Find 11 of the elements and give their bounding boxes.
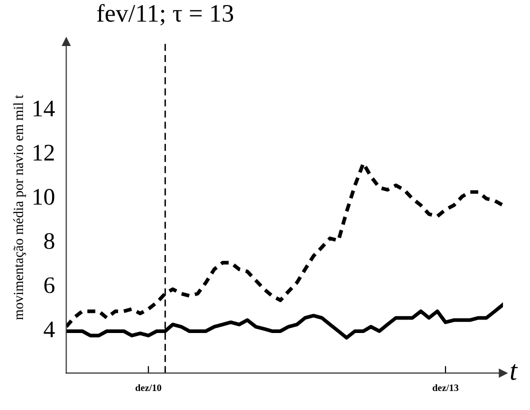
y-tick-label: 10: [34, 188, 54, 205]
ref-line-label: fev/11; τ = 13: [97, 4, 234, 26]
y-tick-label: 6: [44, 277, 54, 294]
y-tick-label: 8: [44, 233, 54, 250]
x-axis-title: t: [510, 364, 518, 380]
x-tick-label: dez/13: [432, 384, 458, 392]
x-tick-label: dez/10: [136, 384, 162, 392]
y-tick-label: 12: [34, 144, 54, 160]
y-axis-title: movimentação média por navio em mil t: [13, 94, 26, 320]
y-tick-label: 4: [44, 322, 55, 338]
y-tick-label: 14: [34, 100, 55, 116]
